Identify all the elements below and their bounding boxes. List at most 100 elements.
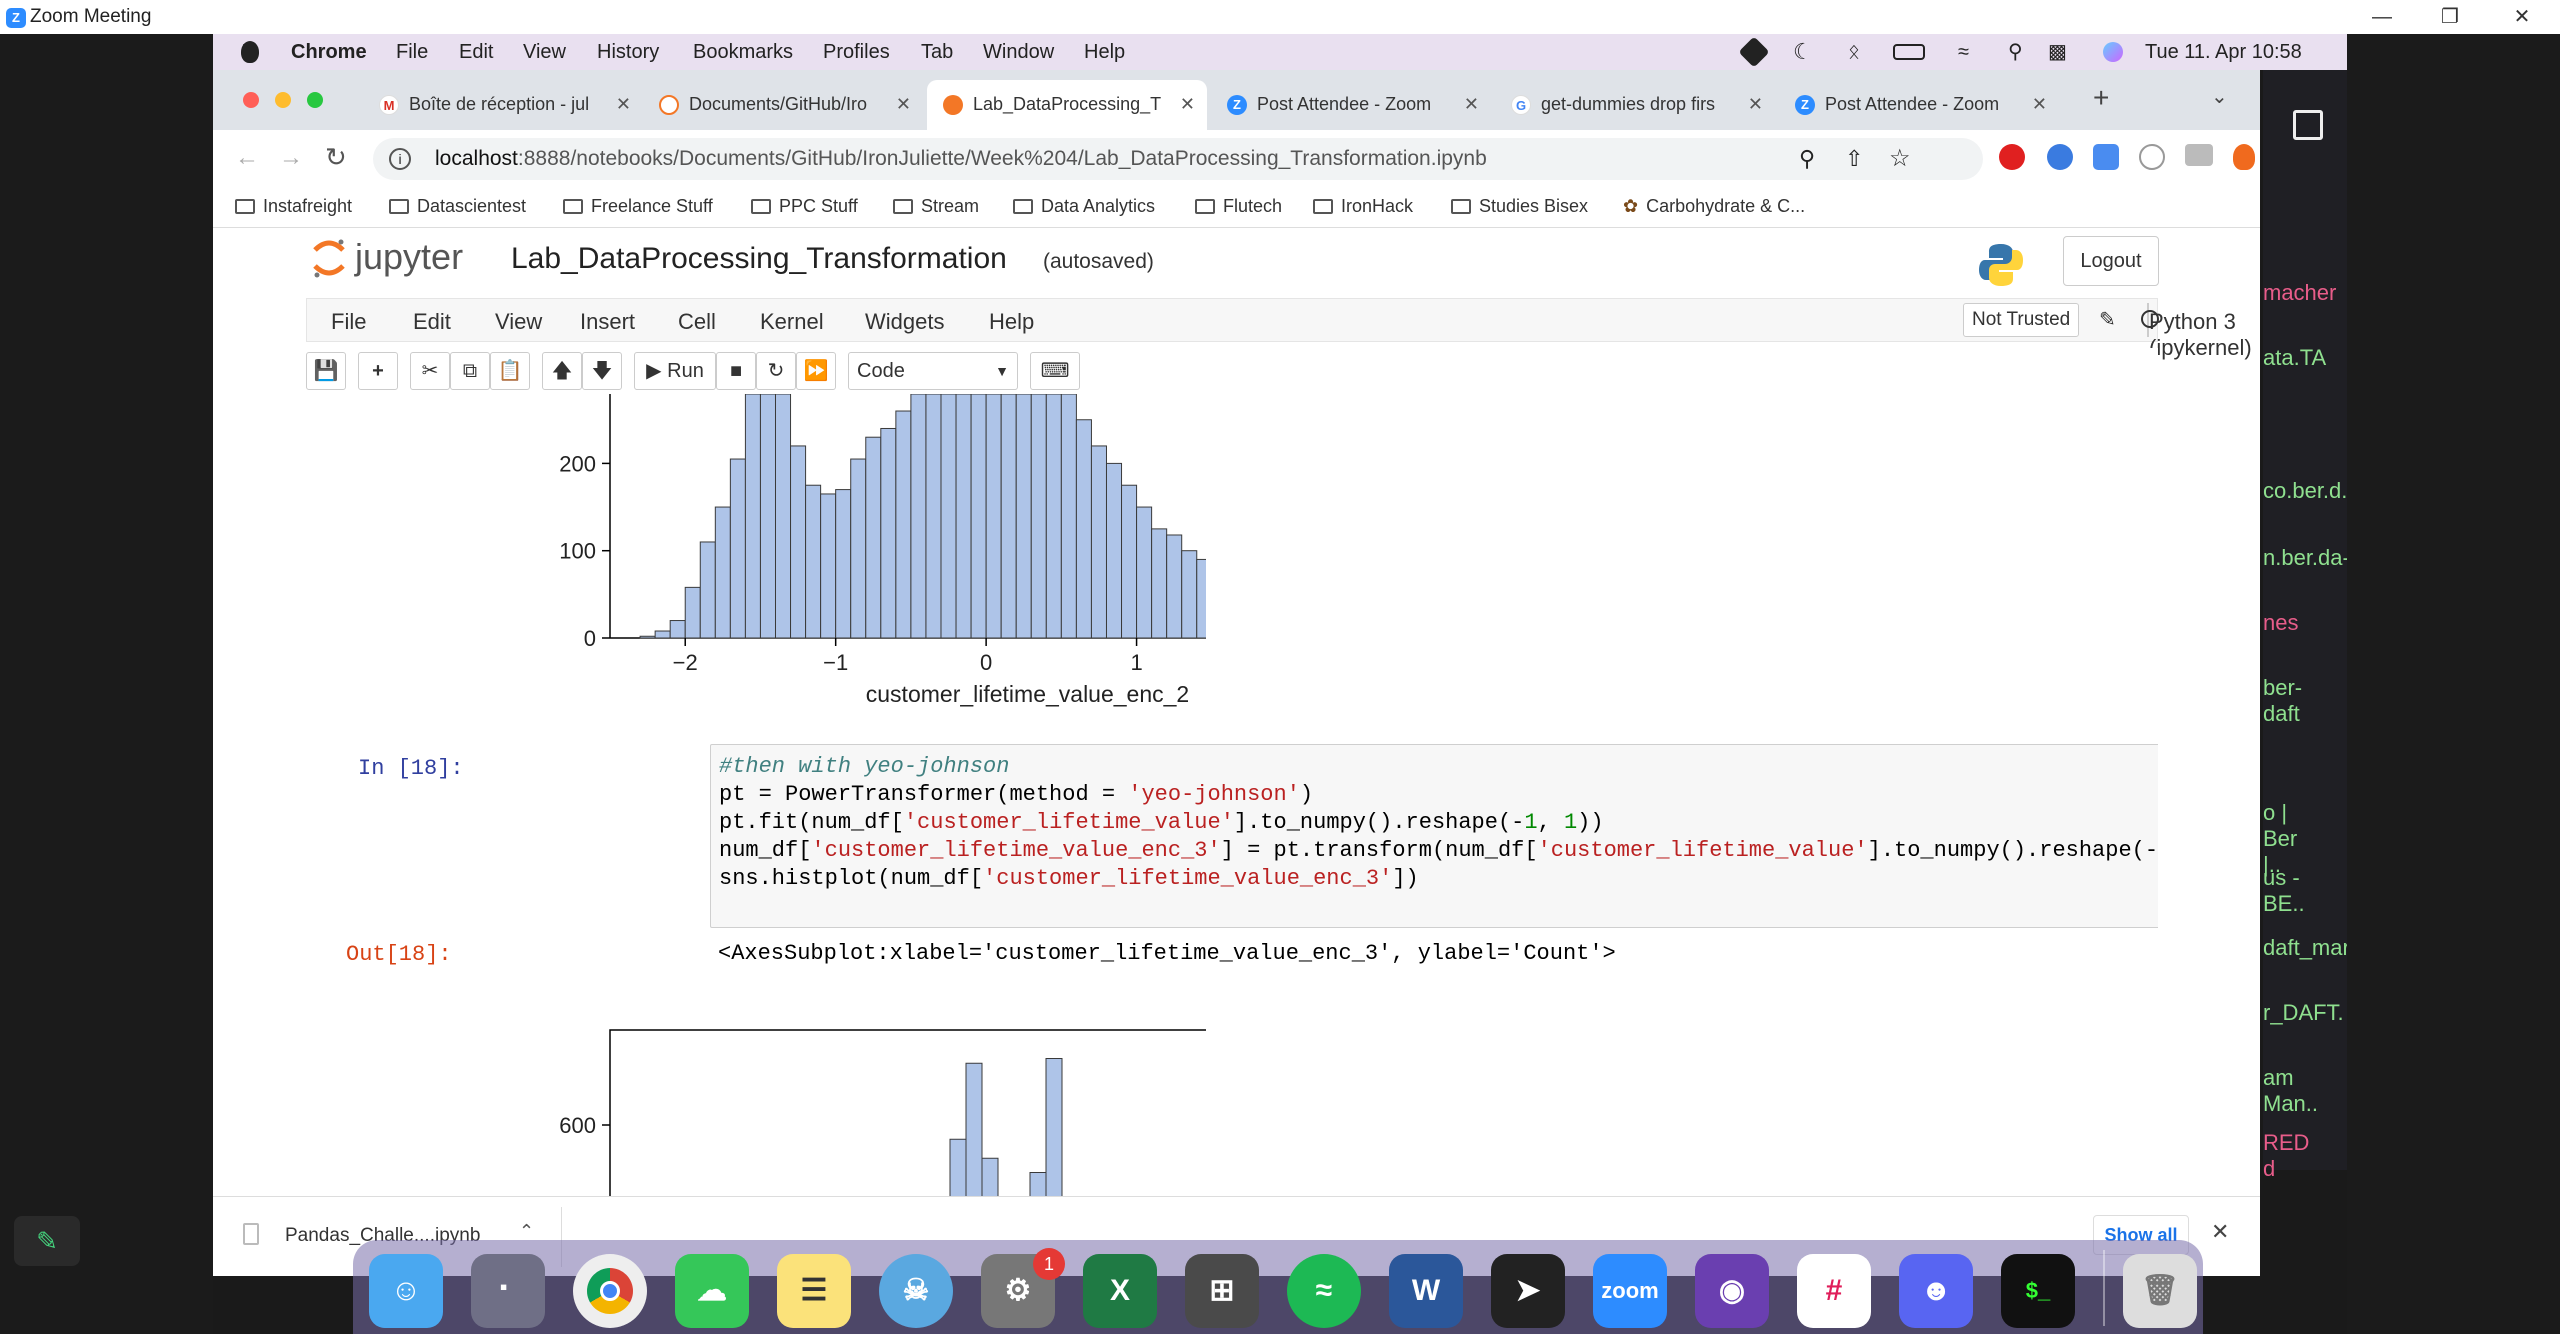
forward-icon[interactable]: → [279, 144, 303, 171]
close-tab-icon[interactable]: ✕ [615, 94, 631, 114]
menubar-help[interactable]: Help [1084, 41, 1126, 63]
bookmark-item[interactable]: ✿ Carbohydrate & C... [1623, 196, 1805, 217]
kernel-name[interactable]: Python 3 (ipykernel) [2149, 309, 2252, 360]
battery-icon[interactable] [1893, 44, 1925, 60]
menu-kernel[interactable]: Kernel [760, 309, 824, 334]
bookmark-item[interactable]: Studies Bisex [1451, 196, 1588, 217]
menu-help[interactable]: Help [989, 309, 1035, 334]
cursor-app-icon[interactable]: ➤ [1491, 1254, 1565, 1328]
app-status-icon[interactable] [1738, 36, 1770, 68]
close-tab-icon[interactable]: ✕ [1747, 94, 1763, 114]
menu-file[interactable]: File [331, 309, 367, 334]
restore-icon[interactable]: ❐ [2441, 6, 2459, 28]
close-tab-icon[interactable]: ✕ [2031, 94, 2047, 114]
menubar-history[interactable]: History [597, 41, 660, 63]
finder-icon[interactable]: ☺ [369, 1254, 443, 1328]
discord-icon[interactable]: ☻ [1899, 1254, 1973, 1328]
launchpad-icon[interactable]: ⠂ [471, 1254, 545, 1328]
tab-documents[interactable]: Documents/GitHub/Iro ✕ [643, 80, 923, 130]
window-zoom-button[interactable] [307, 92, 323, 108]
bookmark-item[interactable]: Instafreight [235, 196, 352, 217]
apple-logo-icon[interactable] [241, 41, 259, 63]
extension-fire-icon[interactable] [2233, 144, 2255, 170]
save-icon[interactable]: 💾 [306, 352, 346, 390]
menubar-app[interactable]: Chrome [291, 41, 367, 63]
close-icon[interactable]: ✕ [2513, 6, 2531, 28]
bookmark-item[interactable]: Data Analytics [1013, 196, 1155, 217]
menubar-edit[interactable]: Edit [459, 41, 494, 63]
cut-icon[interactable]: ✂ [410, 352, 450, 390]
jupyter-logo-icon[interactable] [311, 238, 347, 278]
menubar-bookmarks[interactable]: Bookmarks [693, 41, 794, 63]
slack-icon[interactable]: # [1797, 1254, 1871, 1328]
download-chevron-up-icon[interactable]: ⌃ [519, 1221, 535, 1241]
move-down-arrow-icon[interactable]: 🡇 [582, 352, 622, 390]
url-field[interactable]: i localhost:8888/notebooks/Documents/Git… [373, 138, 1983, 180]
edit-pencil-icon[interactable]: ✎ [2099, 309, 2116, 331]
reload-icon[interactable]: ↻ [325, 142, 347, 172]
insert-cell-plus-icon[interactable]: + [358, 352, 398, 390]
minimize-icon[interactable]: — [2372, 6, 2392, 28]
paste-icon[interactable]: 📋 [490, 352, 530, 390]
terminal-icon[interactable]: $_ [2001, 1254, 2075, 1328]
tab-search-chevron-icon[interactable]: ⌄ [2211, 86, 2228, 108]
close-download-bar-icon[interactable]: ✕ [2211, 1219, 2230, 1244]
fast-forward-icon[interactable]: ⏩ [796, 352, 836, 390]
bluetooth-icon[interactable]: ᛟ [1848, 41, 1860, 63]
opera-extension-icon[interactable] [1999, 144, 2025, 170]
bookmark-star-icon[interactable]: ☆ [1889, 145, 1911, 172]
menubar-view[interactable]: View [523, 41, 566, 63]
trash-icon[interactable]: 🗑 [2123, 1254, 2197, 1328]
bookmark-item[interactable]: Freelance Stuff [563, 196, 713, 217]
extension-d-icon[interactable] [2139, 144, 2165, 170]
logout-button[interactable]: Logout [2063, 236, 2159, 286]
cell-type-select[interactable]: Code ▼ [848, 352, 1018, 390]
notebook-title[interactable]: Lab_DataProcessing_Transformation [511, 242, 1007, 275]
search-icon[interactable]: ⚲ [2008, 41, 2023, 63]
code-cell-18[interactable]: #then with yeo-johnson pt = PowerTransfo… [710, 744, 2158, 928]
stop-square-icon[interactable]: ■ [716, 352, 756, 390]
bookmark-item[interactable]: IronHack [1313, 196, 1413, 217]
menu-cell[interactable]: Cell [678, 309, 716, 334]
excel-icon[interactable]: X [1083, 1254, 1157, 1328]
word-icon[interactable]: W [1389, 1254, 1463, 1328]
annotate-pencil-icon[interactable]: ✎ [14, 1216, 80, 1266]
extension-eye-icon[interactable] [2047, 144, 2073, 170]
close-tab-icon[interactable]: ✕ [895, 94, 911, 114]
menu-edit[interactable]: Edit [413, 309, 451, 334]
menu-widgets[interactable]: Widgets [865, 309, 945, 334]
menubar-window[interactable]: Window [983, 41, 1055, 63]
menu-insert[interactable]: Insert [580, 309, 636, 334]
notes-icon[interactable]: ☰ [777, 1254, 851, 1328]
tab-gmail[interactable]: M Boîte de réception - jul ✕ [363, 80, 643, 130]
menubar-tab[interactable]: Tab [921, 41, 954, 63]
tab-zoom-1[interactable]: Z Post Attendee - Zoom ✕ [1211, 80, 1491, 130]
new-tab-plus-icon[interactable]: + [2093, 82, 2110, 113]
window-minimize-button[interactable] [275, 92, 291, 108]
wifi-icon[interactable]: ≈ [1958, 41, 1969, 63]
not-trusted-button[interactable]: Not Trusted [1963, 303, 2080, 337]
bookmark-item[interactable]: Datascientest [389, 196, 526, 217]
moon-icon[interactable]: ☾ [1793, 39, 1813, 64]
calculator-icon[interactable]: ⊞ [1185, 1254, 1259, 1328]
close-tab-icon[interactable]: ✕ [1463, 94, 1479, 114]
cyberduck-icon[interactable]: ☠ [879, 1254, 953, 1328]
bookmark-item[interactable]: Stream [893, 196, 979, 217]
close-tab-icon[interactable]: ✕ [1179, 94, 1195, 114]
tab-zoom-2[interactable]: Z Post Attendee - Zoom ✕ [1779, 80, 2059, 130]
menubar-file[interactable]: File [396, 41, 429, 63]
jupyter-wordmark[interactable]: jupyter [355, 236, 464, 277]
bookmark-item[interactable]: PPC Stuff [751, 196, 858, 217]
run-button[interactable]: ▶ Run [634, 352, 716, 390]
window-close-button[interactable] [243, 92, 259, 108]
spotify-icon[interactable]: ≈ [1287, 1254, 1361, 1328]
extension-translate-icon[interactable] [2093, 144, 2119, 170]
move-up-arrow-icon[interactable]: 🡅 [542, 352, 582, 390]
zoom-lens-icon[interactable]: ⚲ [1799, 146, 1816, 171]
extension-screen-icon[interactable] [2185, 144, 2213, 166]
copy-icon[interactable]: ⧉ [450, 352, 490, 390]
restart-icon[interactable]: ↻ [756, 352, 796, 390]
menubar-profiles[interactable]: Profiles [823, 41, 890, 63]
menu-view[interactable]: View [495, 309, 543, 334]
